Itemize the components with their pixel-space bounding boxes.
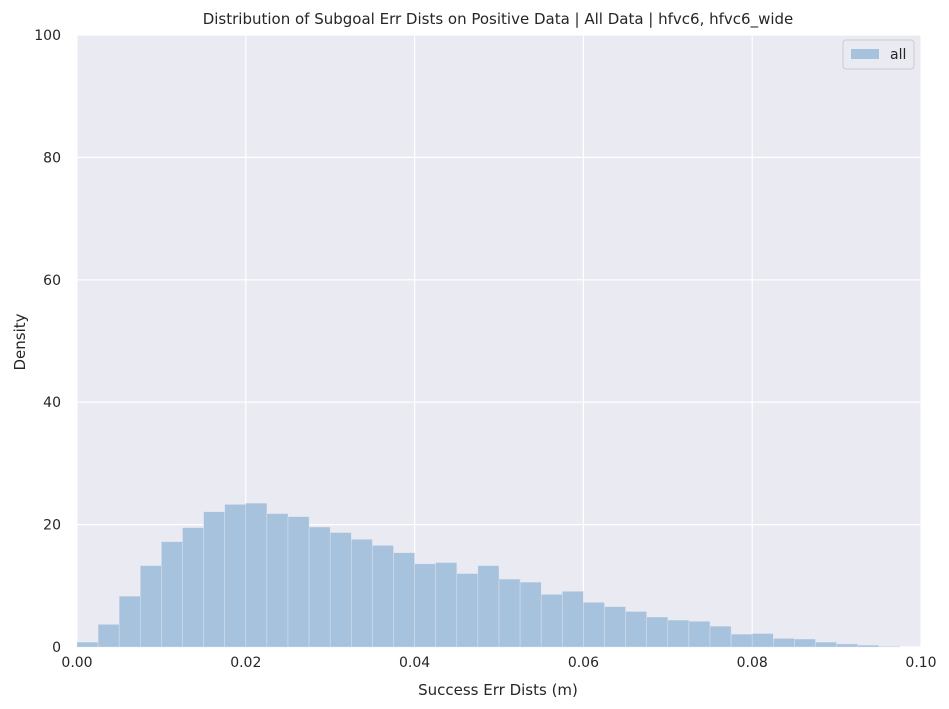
- histogram-bar: [372, 545, 394, 648]
- histogram-bar: [118, 595, 141, 648]
- histogram-bar: [308, 526, 331, 648]
- histogram-bar: [329, 532, 352, 648]
- x-axis-label: Success Err Dists (m): [418, 681, 578, 699]
- histogram-bar: [350, 538, 373, 648]
- histogram-bar: [772, 638, 795, 648]
- x-tick-label: 0.02: [230, 655, 261, 671]
- histogram-bar: [287, 516, 310, 648]
- histogram-bar: [688, 620, 711, 648]
- histogram-bar: [393, 552, 415, 648]
- y-tick-label: 60: [43, 273, 61, 289]
- histogram-bar: [414, 563, 437, 648]
- histogram-bar: [203, 511, 226, 648]
- histogram-bar: [76, 641, 99, 648]
- y-tick-labels: 0 20 40 60 80 100: [34, 28, 61, 656]
- histogram-bar: [245, 502, 268, 648]
- histogram-bar: [815, 641, 837, 648]
- chart-title: Distribution of Subgoal Err Dists on Pos…: [203, 10, 794, 29]
- histogram-bar: [519, 581, 542, 648]
- x-tick-label: 0.00: [61, 655, 92, 671]
- histogram-bar: [161, 541, 183, 648]
- histogram-bar: [266, 513, 289, 648]
- x-tick-label: 0.04: [399, 655, 430, 671]
- y-tick-label: 80: [43, 150, 61, 166]
- histogram-bar: [878, 646, 901, 648]
- histogram-bar: [836, 643, 858, 648]
- histogram-bars: [76, 502, 901, 648]
- histogram-bar: [794, 638, 816, 648]
- histogram-bar: [477, 565, 500, 648]
- legend-swatch-all: [851, 49, 879, 59]
- x-tick-label: 0.10: [905, 655, 936, 671]
- y-tick-label: 20: [43, 518, 61, 534]
- y-tick-label: 40: [43, 395, 61, 411]
- histogram-bar: [583, 602, 605, 648]
- histogram-bar: [646, 616, 669, 648]
- legend-label-all: all: [890, 47, 906, 63]
- histogram-bar: [140, 565, 162, 648]
- histogram-bar: [456, 573, 479, 648]
- x-tick-labels: 0.00 0.02 0.04 0.06 0.08 0.10: [61, 655, 936, 671]
- histogram-bar: [604, 606, 626, 648]
- histogram-bar: [435, 562, 458, 648]
- histogram-bar: [498, 578, 521, 648]
- x-tick-label: 0.08: [737, 655, 768, 671]
- histogram-bar: [625, 611, 647, 648]
- histogram-bar: [667, 619, 690, 648]
- y-axis-label: Density: [11, 313, 29, 370]
- histogram-bar: [561, 591, 584, 648]
- legend: all: [842, 39, 915, 70]
- histogram-bar: [540, 594, 563, 648]
- histogram-bar: [97, 624, 120, 648]
- histogram-bar: [857, 644, 880, 648]
- y-tick-label: 100: [34, 28, 61, 44]
- histogram-bar: [730, 633, 753, 648]
- x-tick-label: 0.06: [568, 655, 599, 671]
- histogram-bar: [751, 633, 774, 648]
- histogram-bar: [709, 625, 732, 648]
- histogram-bar: [224, 504, 247, 648]
- histogram-bar: [182, 527, 204, 648]
- y-tick-label: 0: [52, 640, 61, 656]
